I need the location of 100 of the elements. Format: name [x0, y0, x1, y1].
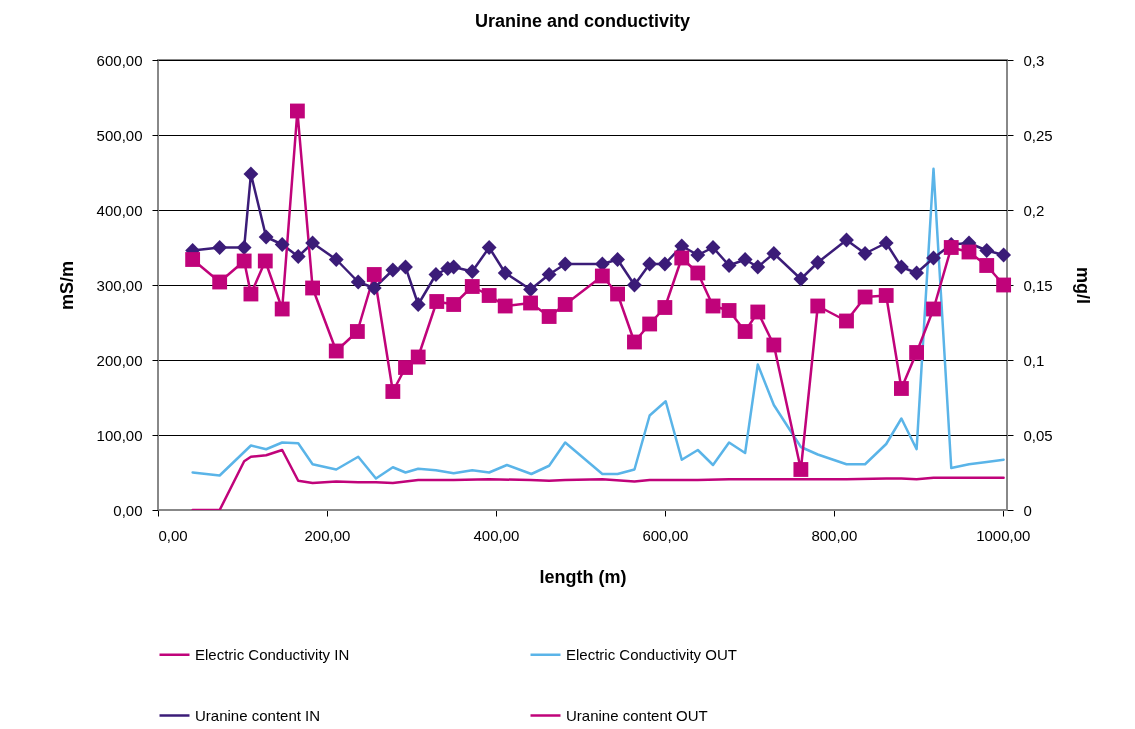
point [909, 345, 925, 360]
y-tick-label: 300,00 [96, 276, 143, 294]
y2-tick-label: 0,25 [1023, 126, 1053, 144]
point [926, 301, 941, 317]
point [212, 240, 228, 255]
point [481, 288, 497, 303]
point [328, 343, 344, 359]
point [481, 240, 497, 255]
point [212, 274, 228, 290]
point [878, 235, 894, 251]
chart-title: Uranine and conductivity [474, 11, 691, 31]
point [996, 277, 1012, 293]
point [366, 267, 382, 282]
y-tick-label: 0,00 [113, 501, 143, 519]
y-tick-label: 500,00 [96, 126, 143, 144]
x-tick-label: 0,00 [158, 526, 188, 544]
point [446, 297, 462, 312]
point [398, 360, 413, 375]
point [410, 349, 426, 365]
y2-tick-label: 0,1 [1023, 351, 1045, 369]
point [385, 384, 401, 399]
point [610, 286, 625, 302]
point [290, 249, 306, 264]
point [750, 304, 766, 320]
point [557, 297, 573, 312]
point [766, 246, 782, 261]
point [893, 259, 909, 275]
x-axis-title: length (m) [539, 566, 627, 587]
point [642, 316, 658, 332]
point [610, 252, 625, 267]
legend-label: Electric Conductivity OUT [566, 645, 737, 663]
y-tick-label: 600,00 [96, 51, 143, 69]
point [257, 253, 273, 269]
point [366, 280, 382, 296]
y2-tick-label: 0,2 [1023, 201, 1045, 219]
point [627, 334, 642, 350]
point [541, 309, 557, 324]
point [893, 381, 909, 396]
point [557, 256, 573, 272]
point [793, 462, 809, 477]
legend-label: Uranine content OUT [566, 706, 708, 724]
point [236, 240, 252, 255]
point [878, 288, 894, 303]
point [766, 337, 782, 353]
point [464, 279, 480, 294]
point [350, 274, 366, 290]
y2-axis-title: mg/l [1072, 266, 1093, 305]
point [523, 295, 538, 311]
point [464, 264, 480, 279]
point [737, 252, 753, 267]
point [996, 247, 1012, 263]
point [410, 297, 426, 312]
point [305, 235, 321, 251]
point [523, 282, 538, 297]
x-tick-label: 200,00 [304, 526, 351, 544]
point [541, 267, 557, 282]
legend-label: Electric Conductivity IN [195, 645, 350, 663]
point [349, 324, 365, 339]
point [810, 298, 826, 314]
y-axis-title: mS/m [56, 260, 77, 311]
x-tick-label: 1000,00 [976, 526, 1031, 544]
point [674, 250, 690, 266]
line-series [191, 448, 1005, 510]
legend-label: Uranine content IN [195, 706, 321, 724]
point [185, 252, 201, 267]
point [243, 166, 259, 182]
point [750, 259, 766, 275]
point [642, 256, 658, 272]
point [385, 262, 401, 278]
point [721, 303, 737, 318]
point [497, 265, 513, 281]
point [657, 300, 673, 315]
point [289, 103, 305, 119]
point [274, 301, 290, 317]
point [690, 247, 706, 263]
point [274, 237, 290, 252]
point [328, 252, 344, 267]
y-tick-label: 200,00 [96, 351, 143, 369]
y2-tick-label: 0 [1023, 501, 1032, 519]
point [979, 243, 995, 258]
point [657, 256, 673, 272]
point [429, 294, 445, 309]
x-tick-label: 400,00 [473, 526, 520, 544]
y2-tick-label: 0,15 [1023, 276, 1053, 294]
point [305, 280, 321, 296]
point [236, 253, 252, 269]
point [594, 268, 610, 284]
y-tick-label: 400,00 [96, 201, 143, 219]
point [979, 258, 995, 273]
point [909, 265, 925, 281]
point [690, 265, 706, 281]
point [737, 324, 753, 339]
point [497, 298, 513, 314]
y-tick-label: 100,00 [96, 426, 143, 444]
point [839, 313, 854, 329]
line-series [191, 167, 1005, 480]
point [810, 255, 826, 270]
x-tick-label: 600,00 [642, 526, 689, 544]
y2-tick-label: 0,3 [1023, 51, 1045, 69]
point [793, 271, 809, 287]
